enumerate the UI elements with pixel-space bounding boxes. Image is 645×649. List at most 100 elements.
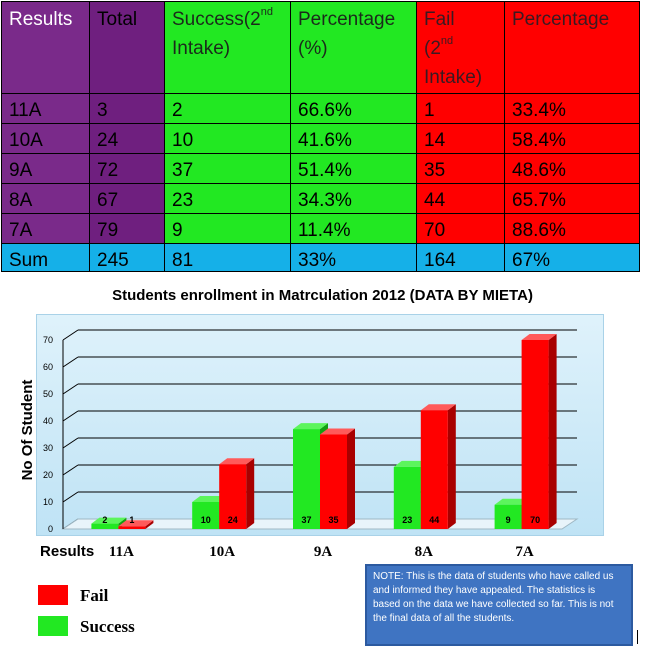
cell-fail-pct: 48.6%: [505, 154, 640, 184]
y-tick-label: 30: [43, 443, 53, 453]
y-tick-label: 0: [48, 524, 53, 534]
cell-fail: 44: [417, 184, 505, 214]
cell-fail-pct: 58.4%: [505, 124, 640, 154]
header-fail-line2: (2: [424, 38, 441, 59]
x-tick-label: 9A: [314, 544, 333, 560]
cell-success-pct: 11.4%: [291, 214, 417, 244]
cell-result: 11A: [2, 94, 90, 124]
bar-top-fail: [521, 334, 557, 340]
bar-top-success: [393, 460, 429, 467]
sum-fail-pct: 67%: [505, 244, 640, 272]
cell-total: 79: [90, 214, 165, 244]
header-total: Total: [90, 2, 165, 94]
bar-value-label: 23: [402, 515, 412, 525]
bar-top-success: [494, 498, 530, 505]
cell-result: 7A: [2, 214, 90, 244]
bar-success: [293, 429, 320, 529]
sum-success-pct: 33%: [291, 244, 417, 272]
grid-slant: [62, 383, 79, 395]
y-tick-label: 60: [43, 362, 53, 372]
bar-value-label: 24: [228, 515, 238, 525]
text-cursor: [637, 630, 638, 644]
grid-slant: [62, 410, 79, 422]
bar-fail: [118, 526, 146, 529]
bar-fail: [320, 434, 347, 529]
cell-fail-pct: 33.4%: [505, 94, 640, 124]
x-axis-label: Results: [40, 543, 94, 560]
cell-success: 9: [165, 214, 291, 244]
cell-total: 67: [90, 184, 165, 214]
bar-value-label: 1: [129, 515, 134, 525]
cell-success-pct: 34.3%: [291, 184, 417, 214]
header-fail-text: Fail: [424, 9, 455, 30]
cell-total: 3: [90, 94, 165, 124]
y-axis-label: No Of Student: [19, 380, 36, 481]
bar-value-label: 10: [201, 515, 211, 525]
bar-top-fail: [320, 428, 355, 435]
cell-success-pct: 66.6%: [291, 94, 417, 124]
cell-result: 10A: [2, 124, 90, 154]
header-success-rest: Intake): [172, 38, 231, 59]
bar-side-fail: [548, 334, 557, 529]
grid-slant: [62, 491, 79, 503]
grid-slant: [62, 437, 79, 449]
cell-total: 24: [90, 124, 165, 154]
bar-fail: [420, 410, 448, 529]
x-tick-label: 11A: [109, 544, 134, 560]
legend-label-success: Success: [80, 617, 135, 636]
sum-total: 245: [90, 244, 165, 272]
cell-total: 72: [90, 154, 165, 184]
header-percentage-unit: (%): [298, 38, 328, 59]
bar-value-label: 37: [301, 515, 311, 525]
bar-value-label: 9: [506, 515, 511, 525]
cell-success: 10: [165, 124, 291, 154]
header-success: Success(2nd Intake): [165, 2, 291, 94]
bar-fail: [521, 340, 549, 529]
bar-success: [494, 504, 522, 529]
bar-top-fail: [118, 520, 154, 527]
cell-success-pct: 41.6%: [291, 124, 417, 154]
bar-top-fail: [219, 458, 255, 465]
bar-side-fail: [246, 458, 255, 529]
bar-success: [91, 523, 119, 529]
header-success-sup: nd: [260, 5, 273, 18]
header-results: Results: [2, 2, 90, 94]
grid-slant: [62, 329, 79, 341]
bar-success: [393, 466, 421, 529]
header-percentage-text: Percentage: [298, 9, 396, 30]
header-fail: Fail (2nd Intake): [417, 2, 505, 94]
y-tick-label: 10: [43, 497, 53, 507]
y-tick-label: 50: [43, 389, 53, 399]
cell-fail-pct: 65.7%: [505, 184, 640, 214]
success-swatch: [38, 616, 68, 636]
header-fail-percentage: Percentage: [505, 2, 640, 94]
x-tick-label: 10A: [209, 544, 235, 560]
legend-label-fail: Fail: [80, 586, 109, 605]
bar-side-fail: [347, 428, 355, 529]
cell-success: 23: [165, 184, 291, 214]
x-tick-label: 7A: [515, 544, 534, 560]
cell-fail-pct: 88.6%: [505, 214, 640, 244]
bar-value-label: 2: [102, 515, 107, 525]
y-tick-label: 40: [43, 416, 53, 426]
header-success-percentage: Percentage (%): [291, 2, 417, 94]
bar-top-success: [293, 423, 328, 430]
bar-value-label: 70: [530, 515, 540, 525]
cell-result: 8A: [2, 184, 90, 214]
note-box: NOTE: This is the data of students who h…: [365, 564, 633, 646]
bar-side-fail: [447, 404, 456, 529]
cell-fail: 14: [417, 124, 505, 154]
header-fail-line3: Intake): [424, 67, 483, 88]
y-tick-label: 20: [43, 470, 53, 480]
sum-label: Sum: [2, 244, 90, 272]
grid-slant: [62, 464, 79, 476]
header-fail-sup: nd: [440, 34, 454, 47]
bar-side-fail: [145, 520, 154, 529]
bar-value-label: 35: [328, 515, 338, 525]
cell-result: 9A: [2, 154, 90, 184]
cell-success: 2: [165, 94, 291, 124]
cell-fail: 35: [417, 154, 505, 184]
x-tick-label: 8A: [415, 544, 434, 560]
bar-top-success: [192, 496, 228, 502]
